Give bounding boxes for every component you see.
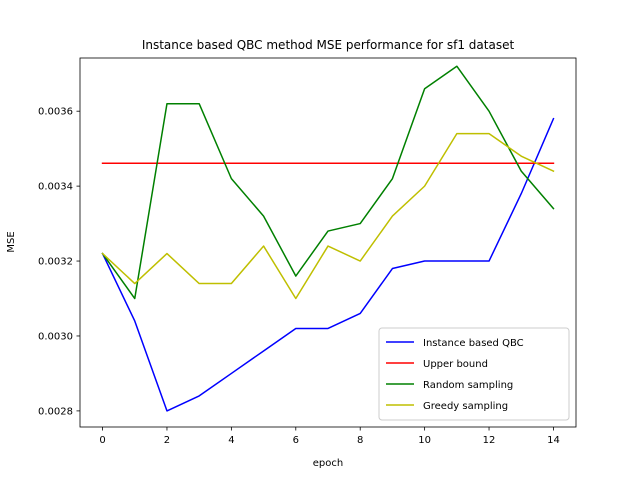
y-tick-label: 0.0036 [38, 107, 73, 118]
y-tick-label: 0.0034 [38, 182, 73, 193]
legend-box [378, 327, 570, 421]
x-tick-label: 0 [99, 435, 105, 446]
y-tick-label: 0.0032 [38, 257, 73, 268]
x-tick-label: 12 [483, 435, 496, 446]
axes-frame [79, 57, 577, 428]
y-tick-label: 0.0028 [38, 406, 73, 417]
x-tick-label: 10 [418, 435, 431, 446]
x-tick-label: 8 [357, 435, 363, 446]
legend-label-2: Random sampling [423, 380, 513, 391]
legend-label-3: Greedy sampling [423, 401, 508, 412]
x-axis-label: epoch [313, 458, 343, 469]
y-axis-label: MSE [6, 231, 17, 252]
x-tick-label: 14 [547, 435, 560, 446]
x-tick-label: 4 [228, 435, 234, 446]
series-line-2 [101, 65, 555, 300]
series-line-0 [101, 117, 555, 412]
plot-area: 0 2 4 6 8 10 12 14 0.0028 0.0030 0.0032 0.0034 0.003… [38, 57, 577, 446]
series-line-3 [101, 132, 555, 300]
y-tick-label: 0.0030 [38, 331, 73, 342]
x-tick-label: 6 [293, 435, 299, 446]
chart-title: Instance based QBC method MSE performanc… [142, 38, 515, 52]
legend-label-0: Instance based QBC [423, 338, 524, 349]
x-tick-label: 2 [164, 435, 170, 446]
legend: Instance based QBC Upper bound Random samp… [378, 327, 570, 421]
legend-label-1: Upper bound [423, 359, 488, 370]
